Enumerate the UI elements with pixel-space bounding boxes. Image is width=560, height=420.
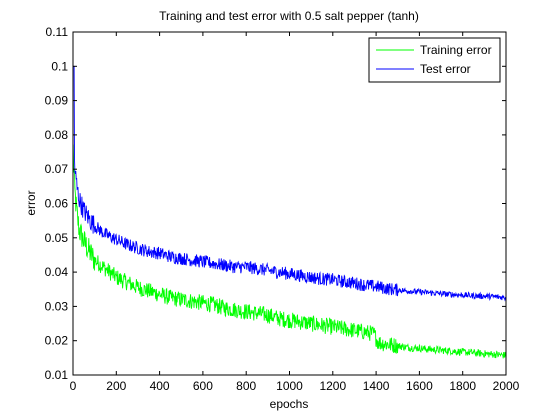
- y-tick-label: 0.05: [45, 231, 69, 245]
- series-line-training-error: [73, 144, 506, 359]
- y-tick-label: 0.03: [45, 299, 69, 313]
- y-tick-label: 0.08: [45, 128, 69, 142]
- series-layer: [73, 65, 506, 359]
- legend: Training error Test error: [368, 37, 501, 83]
- x-tick-label: 200: [106, 379, 126, 393]
- y-tick-label: 0.09: [45, 94, 69, 108]
- x-tick-label: 0: [70, 379, 77, 393]
- x-tick-label: 1600: [406, 379, 433, 393]
- y-tick-label: 0.1: [51, 59, 68, 73]
- x-tick-label: 1000: [276, 379, 303, 393]
- y-axis: 0.01 0.02 0.03 0.04 0.05 0.06 0.07 0.08 0.09 0.1 0…: [45, 25, 506, 382]
- y-tick-label: 0.07: [45, 162, 69, 176]
- series-line-test-error: [73, 65, 506, 302]
- y-tick-label: 0.02: [45, 334, 69, 348]
- x-axis-label: epochs: [270, 397, 309, 411]
- x-tick-label: 600: [193, 379, 213, 393]
- y-tick-label: 0.01: [45, 368, 69, 382]
- x-tick-label: 400: [150, 379, 170, 393]
- x-tick-label: 2000: [493, 379, 520, 393]
- plot-area: [73, 32, 506, 375]
- legend-label-test-error: Test error: [420, 62, 471, 76]
- y-tick-label: 0.06: [45, 197, 69, 211]
- y-axis-label: error: [24, 190, 38, 215]
- x-tick-label: 1200: [319, 379, 346, 393]
- y-tick-label: 0.11: [46, 25, 69, 39]
- y-tick-label: 0.04: [45, 265, 69, 279]
- x-tick-label: 1800: [449, 379, 476, 393]
- x-axis: 0 200 400 600 800 1000 1200 1400 1600 1800 2000: [70, 32, 520, 393]
- legend-box: [368, 37, 501, 83]
- x-tick-label: 800: [236, 379, 256, 393]
- legend-label-training-error: Training error: [420, 43, 492, 57]
- chart-title: Training and test error with 0.5 salt pe…: [159, 9, 419, 23]
- x-tick-label: 1400: [363, 379, 390, 393]
